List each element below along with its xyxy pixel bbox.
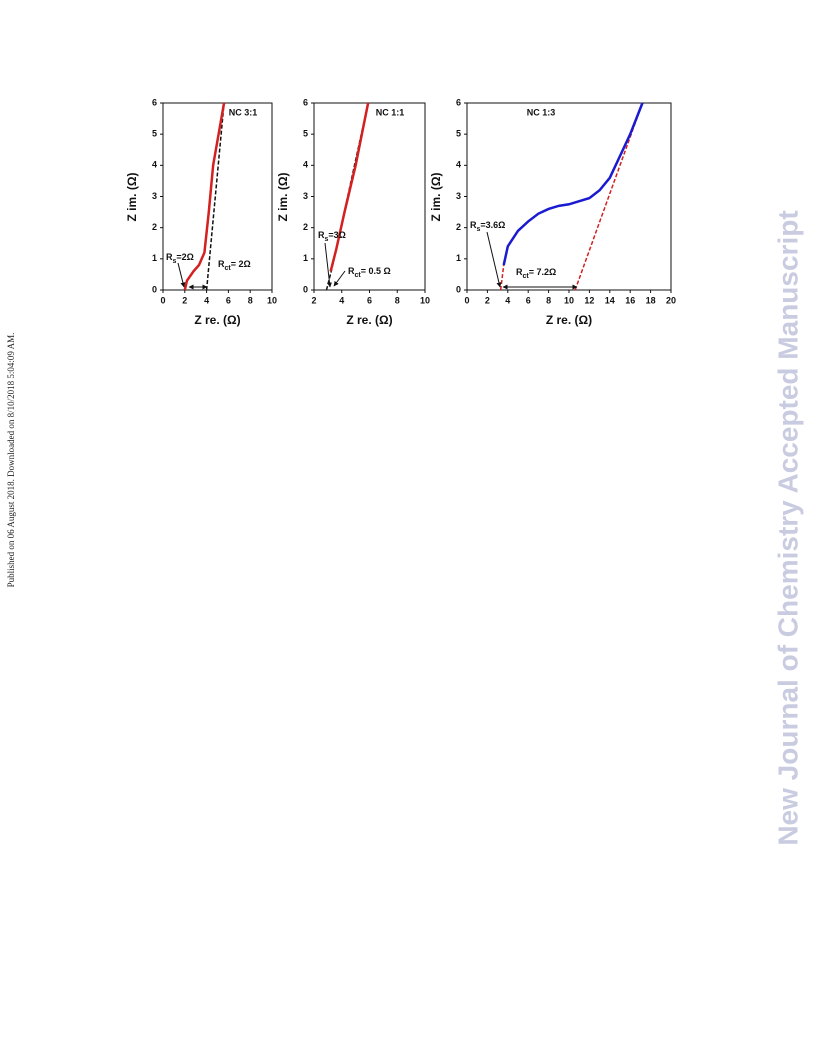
x-tick-label: 16 (625, 295, 635, 305)
y-tick-label: 2 (303, 222, 308, 232)
series-line (502, 102, 644, 266)
annotation: Rct= 0.5 Ω (348, 266, 391, 278)
panel-title: NC 1:1 (376, 107, 405, 117)
annotation-rest: = 0.5 Ω (361, 266, 391, 276)
x-tick-label: 4 (339, 295, 344, 305)
x-tick-label: 8 (395, 295, 400, 305)
annotation-main: R (516, 267, 523, 277)
y-tick-label: 0 (152, 284, 157, 294)
x-tick-label: 8 (546, 295, 551, 305)
annotation: Rs=3.6Ω (470, 220, 505, 232)
annotation-rest: =2Ω (176, 252, 193, 262)
y-tick-label: 3 (152, 191, 157, 201)
y-tick-label: 5 (456, 129, 461, 139)
y-tick-label: 1 (456, 253, 461, 263)
watermark: New Journal of Chemistry Accepted Manusc… (772, 210, 803, 845)
annotation-sub: s (173, 258, 177, 265)
y-tick-label: 4 (456, 160, 461, 170)
y-tick-label: 5 (152, 129, 157, 139)
x-tick-label: 10 (420, 295, 430, 305)
series-line (205, 102, 225, 291)
annotation: Rct= 7.2Ω (516, 267, 556, 279)
y-tick-label: 3 (303, 191, 308, 201)
annotation-main: R (348, 266, 355, 276)
plot-frame (466, 102, 672, 291)
annotation-rest: = 2Ω (231, 259, 251, 269)
x-tick-label: 0 (464, 295, 469, 305)
y-axis-label: Z im. (Ω) (125, 173, 139, 222)
annotation-rest: = 7.2Ω (529, 267, 556, 277)
x-tick-label: 12 (584, 295, 594, 305)
x-tick-label: 2 (485, 295, 490, 305)
plot-frame (313, 102, 426, 291)
y-tick-label: 2 (152, 222, 157, 232)
x-tick-label: 6 (367, 295, 372, 305)
x-tick-label: 20 (666, 295, 676, 305)
annotation-sub: ct (225, 265, 232, 272)
annotation-rest: =3.6Ω (480, 220, 505, 230)
y-tick-label: 1 (152, 253, 157, 263)
annotation-sub: s (477, 226, 481, 233)
y-tick-label: 1 (303, 253, 308, 263)
y-axis-label: Z im. (Ω) (429, 173, 443, 222)
x-tick-label: 14 (605, 295, 615, 305)
y-tick-label: 6 (303, 97, 308, 107)
arrow (333, 270, 346, 287)
annotation-sub: ct (355, 272, 362, 279)
panel-title: NC 3:1 (229, 107, 258, 117)
annotation: Rct= 2Ω (218, 259, 251, 271)
x-tick-label: 6 (226, 295, 231, 305)
x-tick-label: 18 (646, 295, 656, 305)
y-tick-label: 3 (456, 191, 461, 201)
x-tick-label: 4 (505, 295, 510, 305)
arrow (486, 231, 502, 288)
annotation: Rs=3Ω (318, 230, 346, 242)
y-tick-label: 0 (456, 284, 461, 294)
series-line (499, 264, 505, 291)
series-line (183, 102, 226, 291)
y-tick-label: 0 (303, 284, 308, 294)
x-tick-label: 2 (182, 295, 187, 305)
x-tick-label: 6 (526, 295, 531, 305)
y-tick-label: 6 (456, 97, 461, 107)
x-axis-label: Z re. (Ω) (546, 313, 592, 327)
arrow (177, 262, 186, 288)
side-note: Published on 06 August 2018. Downloaded … (6, 333, 16, 588)
y-tick-label: 6 (152, 97, 157, 107)
annotation-main: R (470, 220, 477, 230)
arrow (324, 242, 332, 288)
annotation-sub: ct (523, 273, 530, 280)
x-tick-label: 2 (311, 295, 316, 305)
x-tick-label: 10 (267, 295, 277, 305)
x-tick-label: 0 (160, 295, 165, 305)
annotation-rest: =3Ω (328, 230, 345, 240)
y-axis-label: Z im. (Ω) (276, 173, 290, 222)
y-tick-label: 2 (456, 222, 461, 232)
x-tick-label: 10 (564, 295, 574, 305)
annotation-main: R (166, 252, 173, 262)
annotation-main: R (218, 259, 225, 269)
annotation: Rs=2Ω (166, 252, 194, 264)
annotation-main: R (318, 230, 325, 240)
x-tick-label: 4 (204, 295, 209, 305)
series-line (329, 102, 370, 272)
y-tick-label: 4 (303, 160, 308, 170)
panel-title: NC 1:3 (527, 107, 556, 117)
x-tick-label: 8 (248, 295, 253, 305)
x-axis-label: Z re. (Ω) (346, 313, 392, 327)
y-tick-label: 4 (152, 160, 157, 170)
annotation-sub: s (325, 236, 329, 243)
y-tick-label: 5 (303, 129, 308, 139)
x-axis-label: Z re. (Ω) (194, 313, 240, 327)
